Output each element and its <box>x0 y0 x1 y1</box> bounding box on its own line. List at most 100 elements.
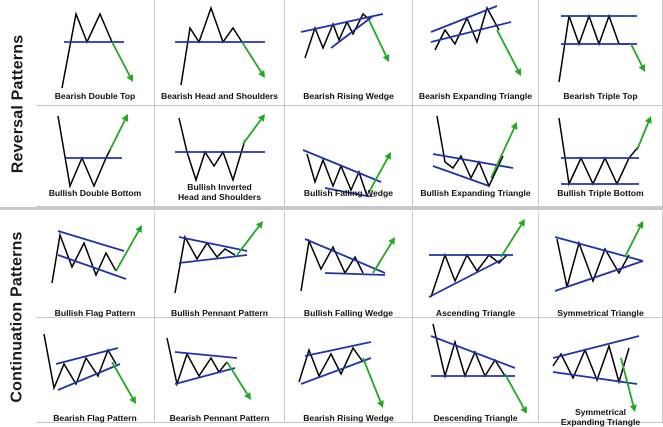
arrow-head <box>636 221 644 229</box>
pattern-label-line: Ascending Triangle <box>435 308 516 318</box>
arrow-head <box>255 221 263 229</box>
pattern-diagram <box>300 12 390 62</box>
pattern-diagram <box>174 221 263 294</box>
pattern-cell: Bullish Flag Pattern <box>36 211 155 318</box>
price-line <box>51 232 117 284</box>
pattern-diagram <box>558 13 646 83</box>
trend-line <box>554 260 644 292</box>
direction-arrow <box>630 43 643 67</box>
pattern-label: Descending Triangle <box>413 413 538 423</box>
trend-line <box>552 335 640 359</box>
pattern-cell: Bearish Head and Shoulders <box>155 0 285 106</box>
direction-arrow <box>620 357 635 406</box>
direction-arrow <box>241 41 262 73</box>
arrow-head <box>258 70 265 78</box>
pattern-label-line: Bearish Triple Top <box>563 91 638 101</box>
arrow-head <box>126 74 133 82</box>
arrow-head <box>520 406 527 413</box>
price-line <box>57 115 113 189</box>
trend-line <box>324 187 377 197</box>
pattern-label-line: Symmetrical Triangle <box>557 308 644 318</box>
pattern-diagram <box>298 341 384 408</box>
pattern-label: Bearish Flag Pattern <box>36 413 154 423</box>
trend-line <box>300 13 384 33</box>
pattern-diagram <box>175 114 265 183</box>
pattern-cell: Bullish Pennant Pattern <box>155 211 285 318</box>
price-line <box>174 234 236 294</box>
arrow-head <box>244 392 251 400</box>
pattern-label-line: Bearish Flag Pattern <box>53 413 137 423</box>
arrow-head <box>121 114 129 122</box>
reversal-patterns-label: Reversal Patterns <box>9 34 26 174</box>
pattern-diagram <box>61 11 133 89</box>
price-line <box>558 13 631 83</box>
price-line <box>434 6 500 51</box>
trend-line <box>57 254 127 280</box>
price-line <box>43 333 117 391</box>
price-line <box>304 12 371 59</box>
pattern-label-line: Bullish Expanding Triangle <box>420 188 531 198</box>
trend-line <box>304 341 372 357</box>
pattern-diagram <box>432 115 518 188</box>
direction-arrow <box>109 119 126 151</box>
pattern-label: Bearish Double Top <box>36 91 154 101</box>
direction-arrow <box>236 226 260 256</box>
pattern-label: Bearish Rising Wedge <box>285 91 412 101</box>
pattern-cell: Bearish Flag Pattern <box>36 318 155 423</box>
direction-arrow <box>496 29 519 71</box>
pattern-diagram <box>43 333 136 404</box>
trend-line <box>432 153 514 169</box>
chart-patterns-grid: Bearish Double Top Bearish Head and Shoul… <box>36 0 663 427</box>
price-line <box>300 238 364 292</box>
direction-arrow <box>504 373 525 409</box>
pattern-label: Bullish Falling Wedge <box>285 188 412 198</box>
pattern-label-line: Symmetrical <box>574 407 627 417</box>
trend-line <box>304 238 386 274</box>
pattern-cell: Bearish Rising Wedge <box>285 0 413 106</box>
trend-line <box>57 230 125 252</box>
price-line <box>61 11 113 89</box>
direction-arrow <box>500 224 523 258</box>
pattern-diagram <box>175 5 265 86</box>
pattern-diagram <box>51 225 142 284</box>
arrow-head <box>645 116 652 124</box>
price-line <box>436 115 504 188</box>
arrow-head <box>518 219 525 227</box>
direction-arrow <box>115 230 140 272</box>
arrow-head <box>384 152 391 160</box>
pattern-label-line: Bearish Rising Wedge <box>303 413 394 423</box>
pattern-cell: Bullish Falling Wedge <box>285 211 413 318</box>
pattern-diagram <box>430 323 527 413</box>
pattern-label: Bullish Falling Wedge <box>285 308 412 318</box>
direction-arrow <box>362 357 382 402</box>
pattern-label: Symmetrical Expanding Triangle <box>539 407 662 427</box>
pattern-label-line: Bullish Falling Wedge <box>303 308 394 318</box>
pattern-cell: Bearish Triple Top <box>539 0 663 106</box>
arrow-head <box>638 64 646 72</box>
pattern-cell: Bullish Expanding Triangle <box>413 106 539 207</box>
arrow-head <box>135 225 142 233</box>
pattern-label-line: Bullish Falling Wedge <box>303 188 394 198</box>
pattern-diagram <box>552 335 640 412</box>
trend-line <box>428 258 504 298</box>
price-line <box>166 337 228 387</box>
trend-line <box>430 335 516 369</box>
pattern-label-line: Bullish Flag Pattern <box>54 308 136 318</box>
pattern-cell: Bearish Pennant Pattern <box>155 318 285 423</box>
trend-line <box>174 367 236 385</box>
price-line <box>306 153 368 197</box>
pattern-label-line: Bullish Pennant Pattern <box>171 308 268 318</box>
trend-line <box>554 236 644 262</box>
pattern-cell: Bullish Inverted Head and Shoulders <box>155 106 285 207</box>
pattern-label: Bullish Double Bottom <box>36 188 154 198</box>
direction-arrow <box>242 119 262 145</box>
trend-line <box>57 363 121 391</box>
pattern-label: Bullish Flag Pattern <box>36 308 154 318</box>
pattern-cell: Bearish Expanding Triangle <box>413 0 539 106</box>
trend-line <box>324 272 386 276</box>
pattern-diagram <box>558 116 652 187</box>
direction-arrow <box>624 226 641 258</box>
pattern-label: Bullish Pennant Pattern <box>155 308 284 318</box>
trend-line <box>430 5 498 33</box>
direction-arrow <box>111 41 131 77</box>
